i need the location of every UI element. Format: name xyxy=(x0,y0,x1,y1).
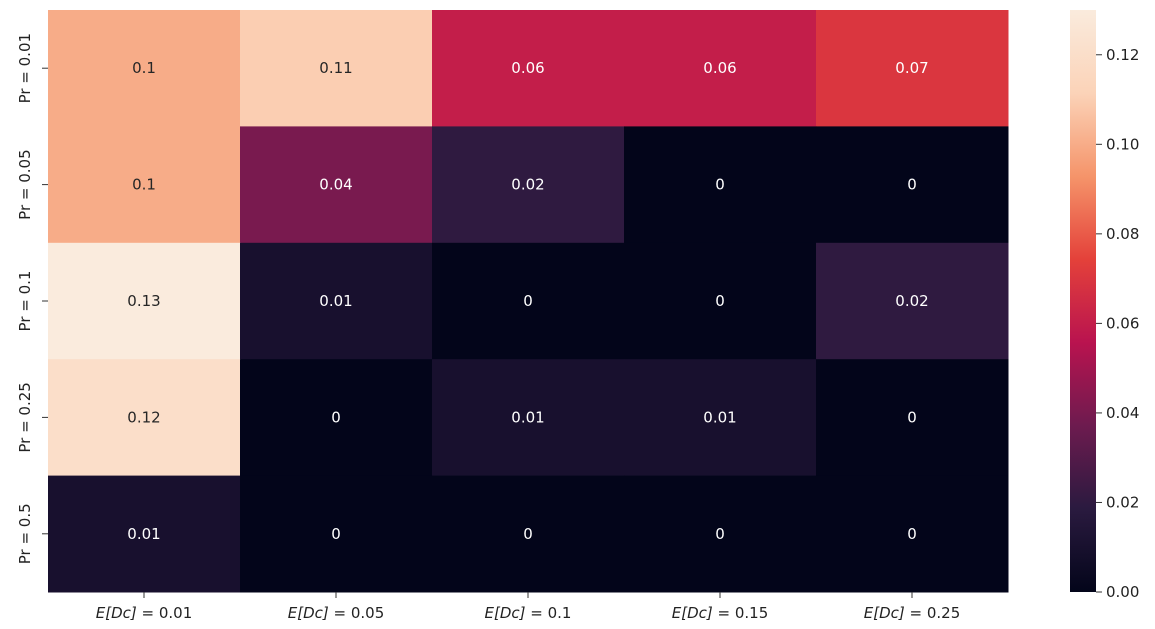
heatmap-cell-r2-c2 xyxy=(432,242,625,360)
cell-annotation-r0-c2: 0.06 xyxy=(511,59,544,77)
heatmap-cells xyxy=(48,10,1009,593)
heatmap-cell-r4-c0 xyxy=(48,475,241,593)
cell-annotation-r0-c3: 0.06 xyxy=(703,59,736,77)
colorbar: 0.00 0.02 0.04 0.06 0.08 0.10 0.12 xyxy=(1070,10,1139,601)
colorbar-tick-label-5: 0.10 xyxy=(1106,135,1139,153)
x-tick-label-0: E[Dc] = 0.01 xyxy=(96,604,193,622)
cell-annotation-r1-c4: 0 xyxy=(907,176,917,194)
heatmap-cell-r2-c0 xyxy=(48,242,241,360)
colorbar-scale xyxy=(1070,10,1096,592)
heatmap-cell-r3-c1 xyxy=(240,359,433,477)
cell-annotation-r0-c0: 0.1 xyxy=(132,59,156,77)
cell-annotation-r3-c4: 0 xyxy=(907,408,917,426)
heatmap-cell-r3-c0 xyxy=(48,359,241,477)
colorbar-tick-label-4: 0.08 xyxy=(1106,225,1139,243)
heatmap-cell-r2-c1 xyxy=(240,242,433,360)
heatmap-cell-r3-c2 xyxy=(432,359,625,477)
heatmap-cell-r4-c3 xyxy=(624,475,817,593)
cell-annotation-r4-c2: 0 xyxy=(523,525,533,543)
heatmap-cell-r2-c3 xyxy=(624,242,817,360)
x-axis: E[Dc] = 0.01 E[Dc] = 0.05 E[Dc] = 0.1 E[Dc]… xyxy=(96,592,961,622)
cell-annotation-r2-c4: 0.02 xyxy=(895,292,928,310)
x-tick-label-3: E[Dc] = 0.15 xyxy=(672,604,769,622)
y-tick-label-0: Pr = 0.01 xyxy=(16,33,34,103)
heatmap-cell-r1-c4 xyxy=(816,126,1009,244)
colorbar-tick-label-6: 0.12 xyxy=(1106,46,1139,64)
heatmap-cell-r1-c2 xyxy=(432,126,625,244)
cell-annotation-r4-c3: 0 xyxy=(715,525,725,543)
x-tick-label-2: E[Dc] = 0.1 xyxy=(485,604,572,622)
heatmap-cell-r0-c3 xyxy=(624,10,817,127)
x-tick-label-1: E[Dc] = 0.05 xyxy=(288,604,385,622)
cell-annotation-r0-c4: 0.07 xyxy=(895,59,928,77)
cell-annotation-r2-c1: 0.01 xyxy=(319,292,352,310)
heatmap-cell-r1-c1 xyxy=(240,126,433,244)
heatmap-annotations: 0.1 0.11 0.06 0.06 0.07 0.1 0.04 0.02 0 0 0.13 0.01… xyxy=(127,59,928,543)
cell-annotation-r2-c0: 0.13 xyxy=(127,292,160,310)
y-tick-label-3: Pr = 0.25 xyxy=(16,382,34,452)
colorbar-tick-label-2: 0.04 xyxy=(1106,404,1139,422)
colorbar-tick-label-0: 0.00 xyxy=(1106,583,1139,601)
y-tick-label-4: Pr = 0.5 xyxy=(16,503,34,564)
heatmap-cell-r0-c1 xyxy=(240,10,433,127)
y-tick-label-2: Pr = 0.1 xyxy=(16,271,34,332)
cell-annotation-r2-c2: 0 xyxy=(523,292,533,310)
heatmap-cell-r4-c4 xyxy=(816,475,1009,593)
cell-annotation-r1-c0: 0.1 xyxy=(132,176,156,194)
cell-annotation-r0-c1: 0.11 xyxy=(319,59,352,77)
cell-annotation-r4-c4: 0 xyxy=(907,525,917,543)
heatmap-cell-r3-c3 xyxy=(624,359,817,477)
heatmap-cell-r2-c4 xyxy=(816,242,1009,360)
cell-annotation-r3-c0: 0.12 xyxy=(127,408,160,426)
y-tick-label-1: Pr = 0.05 xyxy=(16,149,34,219)
x-tick-label-4: E[Dc] = 0.25 xyxy=(864,604,961,622)
cell-annotation-r4-c1: 0 xyxy=(331,525,341,543)
colorbar-tick-label-3: 0.06 xyxy=(1106,314,1139,332)
cell-annotation-r3-c2: 0.01 xyxy=(511,408,544,426)
heatmap-cell-r1-c0 xyxy=(48,126,241,244)
heatmap-cell-r1-c3 xyxy=(624,126,817,244)
cell-annotation-r1-c2: 0.02 xyxy=(511,176,544,194)
cell-annotation-r4-c0: 0.01 xyxy=(127,525,160,543)
cell-annotation-r1-c3: 0 xyxy=(715,176,725,194)
y-axis: Pr = 0.01 Pr = 0.05 Pr = 0.1 Pr = 0.25 Pr = … xyxy=(16,33,48,564)
cell-annotation-r3-c3: 0.01 xyxy=(703,408,736,426)
heatmap-cell-r0-c2 xyxy=(432,10,625,127)
heatmap-cell-r0-c4 xyxy=(816,10,1009,127)
cell-annotation-r3-c1: 0 xyxy=(331,408,341,426)
cell-annotation-r2-c3: 0 xyxy=(715,292,725,310)
heatmap-cell-r4-c2 xyxy=(432,475,625,593)
heatmap-cell-r3-c4 xyxy=(816,359,1009,477)
cell-annotation-r1-c1: 0.04 xyxy=(319,176,352,194)
heatmap-cell-r0-c0 xyxy=(48,10,241,127)
colorbar-tick-label-1: 0.02 xyxy=(1106,493,1139,511)
heatmap-cell-r4-c1 xyxy=(240,475,433,593)
